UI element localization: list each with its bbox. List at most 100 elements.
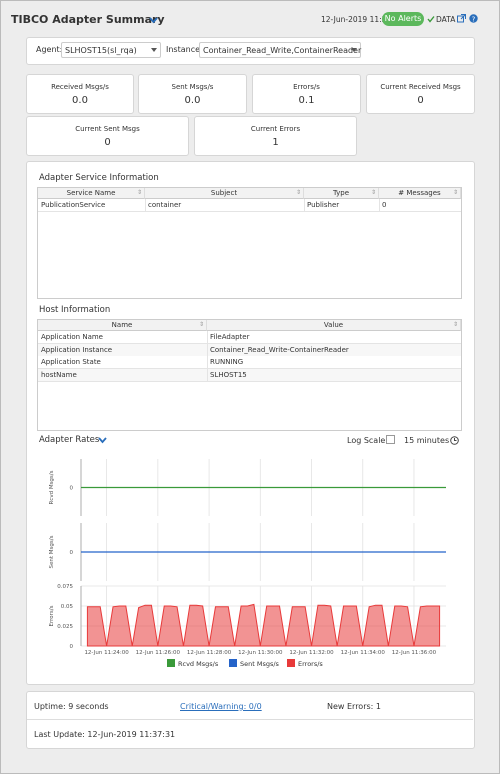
host-title: Host Information [39, 305, 111, 315]
last-update: Last Update: 12-Jun-2019 11:37:31 [34, 730, 176, 739]
kpi-card[interactable]: Current Errors 1 [194, 116, 357, 156]
page-title: TIBCO Adapter Summary [11, 13, 165, 26]
column-header[interactable]: Name [38, 320, 207, 331]
legend-label: Rcvd Msgs/s [178, 660, 219, 668]
log-scale-label: Log Scale: [347, 436, 389, 445]
x-tick-label: 12-Jun 11:36:00 [392, 650, 437, 656]
cell-divider [207, 331, 208, 343]
table-cell: Container_Read_Write-ContainerReader [210, 345, 349, 354]
caret [151, 48, 157, 52]
kpi-label: Errors/s [293, 83, 320, 91]
critical-warning-link[interactable]: Critical/Warning: 0/0 [180, 702, 262, 711]
table-cell: PublicationService [41, 201, 106, 209]
sort-icon: ⇕ [371, 189, 377, 196]
caret [351, 48, 357, 52]
table: Service Name ⇕ Subject ⇕ Type ⇕ # Messages ⇕ Pub… [37, 187, 462, 299]
rates-title: Adapter Rates [39, 435, 100, 445]
column-header[interactable]: Value [207, 320, 461, 331]
legend-swatch [287, 659, 295, 667]
cell-divider [207, 343, 208, 356]
kpi-value: 0.0 [72, 95, 88, 106]
table-cell: Application Instance [41, 345, 113, 354]
kpi-card[interactable]: Sent Msgs/s 0.0 [138, 74, 247, 114]
sort-icon: ⇕ [296, 189, 302, 196]
instance-value: Container_Read_Write,ContainerReader [203, 46, 362, 55]
kpi-card[interactable]: Received Msgs/s 0.0 [26, 74, 134, 114]
instance-select[interactable]: Container_Read_Write,ContainerReader [199, 42, 361, 58]
footer-divider [27, 719, 473, 720]
table-row [38, 343, 461, 357]
table-cell: SLHOST15 [210, 370, 247, 379]
y-tick-label: 0 [70, 644, 74, 650]
table-row [38, 199, 461, 212]
log-scale-checkbox[interactable] [386, 435, 395, 444]
table-cell: hostName [41, 370, 77, 379]
kpi-value: 0.0 [184, 95, 201, 106]
column-header[interactable]: Subject [145, 188, 304, 199]
y-axis-title: Rcvd Msgs/s [49, 470, 55, 504]
table-cell: Application State [41, 358, 101, 367]
kpi-label: Current Received Msgs [380, 83, 461, 91]
sort-icon: ⇕ [453, 321, 459, 328]
timestamp: 12-Jun-2019 11:37 [321, 15, 392, 24]
kpi-label: Received Msgs/s [51, 83, 109, 91]
alert-badge[interactable]: No Alerts [382, 12, 424, 26]
kpi-label: Sent Msgs/s [171, 83, 214, 91]
kpi-label: Current Errors [250, 125, 301, 133]
service-title: Adapter Service Information [39, 173, 159, 183]
uptime: Uptime: 9 seconds [34, 702, 109, 711]
x-tick-label: 12-Jun 11:28:00 [187, 650, 232, 656]
new-errors: New Errors: 1 [327, 702, 381, 711]
rates-menu[interactable] [98, 437, 107, 444]
y-tick-label: 0 [70, 550, 74, 556]
cell-divider [304, 199, 305, 211]
data-check [427, 16, 435, 23]
y-tick-label: 0.075 [57, 584, 73, 590]
x-tick-label: 12-Jun 11:24:00 [84, 650, 129, 656]
kpi-value: 0 [104, 137, 111, 148]
open-window[interactable] [457, 14, 466, 23]
table-cell: container [148, 201, 182, 209]
table-cell: FileAdapter [210, 333, 250, 341]
data-label: DATA [436, 15, 456, 24]
sort-icon: ⇕ [453, 189, 459, 196]
column-header[interactable]: # Messages [379, 188, 461, 199]
help[interactable]: ? [469, 14, 478, 23]
kpi-value: 1 [272, 137, 279, 148]
kpi-card[interactable]: Current Sent Msgs 0 [26, 116, 189, 156]
kpi-value: 0 [417, 95, 424, 106]
legend-swatch [229, 659, 237, 667]
table-row [38, 368, 461, 382]
table: Name ⇕ Value ⇕ Application Name FileAdapter Ap… [37, 319, 462, 431]
clock[interactable] [450, 436, 459, 445]
agent-value: SLHOST15(sl_rqa) [65, 46, 137, 55]
agent-select[interactable]: SLHOST15(sl_rqa) [61, 42, 161, 58]
kpi-card[interactable]: Errors/s 0.1 [252, 74, 361, 114]
column-header[interactable]: Type [304, 188, 379, 199]
svg-text:?: ? [472, 16, 476, 24]
kpi-label: Current Sent Msgs [75, 125, 140, 133]
y-tick-label: 0 [70, 486, 74, 492]
y-axis-title: Errors/s [49, 605, 55, 626]
legend-swatch [167, 659, 175, 667]
agent-label: Agent: [36, 45, 63, 54]
area-series [86, 603, 441, 647]
y-axis-title: Sent Msgs/s [49, 535, 55, 568]
x-tick-label: 12-Jun 11:26:00 [136, 650, 181, 656]
x-tick-label: 12-Jun 11:34:00 [341, 650, 386, 656]
x-tick-label: 12-Jun 11:32:00 [289, 650, 334, 656]
table-row [38, 331, 461, 344]
cell-divider [207, 368, 208, 381]
kpi-card[interactable]: Current Received Msgs 0 [366, 74, 475, 114]
sort-icon: ⇕ [137, 189, 143, 196]
table-cell: RUNNING [210, 358, 244, 367]
x-tick-label: 12-Jun 11:30:00 [238, 650, 283, 656]
cell-divider [145, 199, 146, 211]
title-menu[interactable] [149, 17, 158, 24]
time-range[interactable]: 15 minutes [404, 436, 450, 445]
column-header[interactable]: Service Name [38, 188, 145, 199]
table-cell: Application Name [41, 333, 103, 341]
y-tick-label: 0.05 [61, 604, 74, 610]
